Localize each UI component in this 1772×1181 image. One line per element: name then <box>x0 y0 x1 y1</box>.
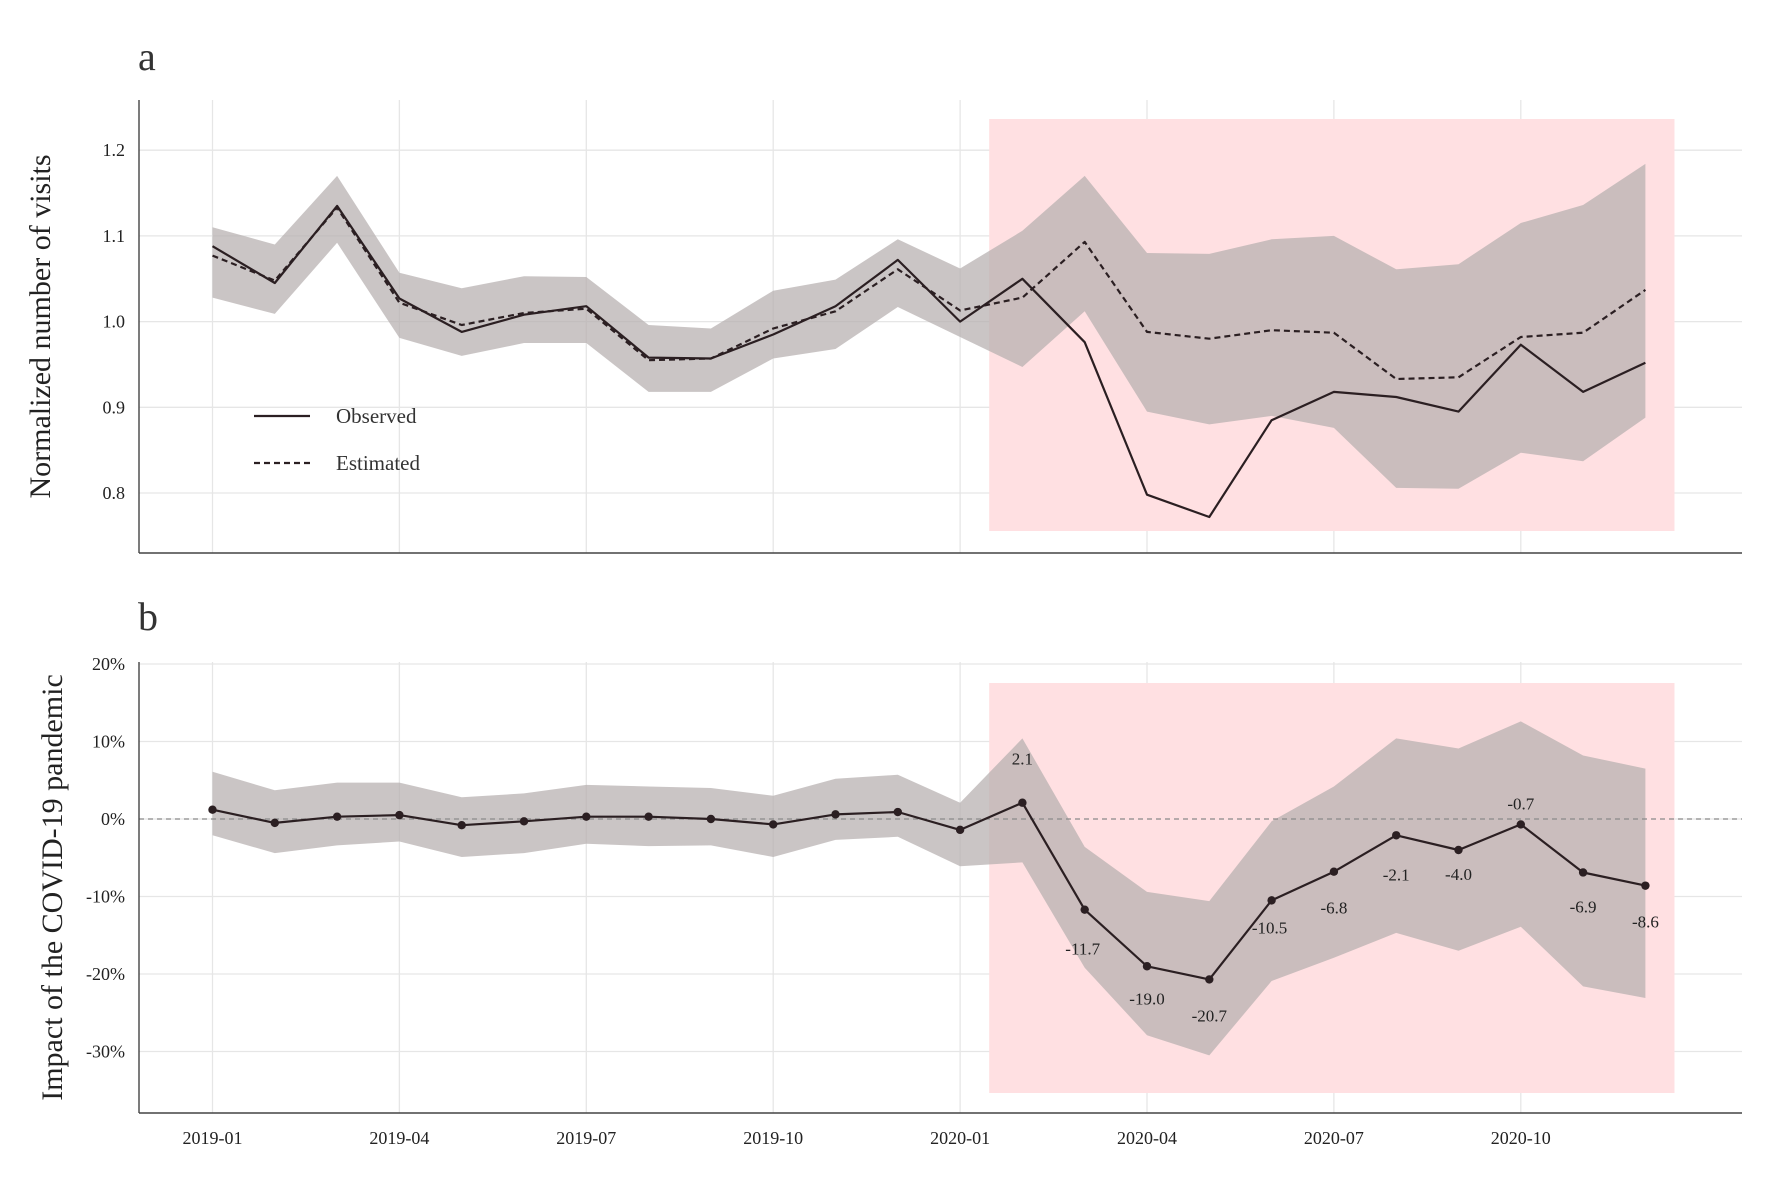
data-point <box>1454 845 1463 855</box>
data-point <box>519 817 529 826</box>
panel-label-a: a <box>138 34 156 79</box>
data-point <box>769 820 778 829</box>
data-point <box>831 810 840 819</box>
series-line-estimated <box>212 206 1647 381</box>
series-line-impact <box>212 801 1646 981</box>
data-point <box>1578 868 1588 877</box>
y-axis-title: Impact of the COVID-19 pandemic <box>36 674 69 1101</box>
data-label: -4.0 <box>1445 865 1472 884</box>
data-label: -8.6 <box>1632 913 1659 932</box>
data-point <box>1392 831 1401 840</box>
data-point <box>893 807 902 817</box>
y-tick-label: -30% <box>86 1042 125 1062</box>
confidence-band <box>212 163 1646 489</box>
data-label: -19.0 <box>1129 989 1164 1008</box>
data-point <box>706 814 716 824</box>
y-tick-label: -10% <box>86 887 125 907</box>
data-label: -2.1 <box>1383 865 1410 884</box>
series-line-observed <box>211 204 1646 519</box>
y-tick-label: 1.0 <box>103 312 126 332</box>
y-tick-label: 10% <box>92 732 125 752</box>
data-label: -11.7 <box>1065 940 1100 959</box>
data-point <box>1018 798 1027 807</box>
data-label: -0.7 <box>1507 794 1534 813</box>
y-tick-label: 0% <box>101 809 125 829</box>
data-label: 2.1 <box>1012 750 1033 769</box>
data-point <box>395 810 404 820</box>
x-tick-label: 2020-07 <box>1304 1128 1364 1148</box>
panel-label-b: b <box>138 594 158 639</box>
data-point <box>1267 896 1276 905</box>
panel-b: b -30% -20% -10% 0% 10% 20% Impact of the COVID… <box>36 594 1742 1148</box>
data-label: -6.8 <box>1320 899 1347 918</box>
data-point <box>208 805 217 814</box>
y-tick-label: 1.1 <box>103 226 126 246</box>
x-tick-label: 2019-01 <box>183 1128 243 1148</box>
x-tick-label: 2019-04 <box>369 1128 429 1148</box>
x-tick-label: 2020-04 <box>1117 1128 1177 1148</box>
data-label: -10.5 <box>1252 918 1287 937</box>
x-tick-label: 2020-01 <box>930 1128 990 1148</box>
data-label: -20.7 <box>1192 1006 1228 1025</box>
x-tick-label: 2019-10 <box>743 1128 803 1148</box>
data-point <box>1516 820 1526 829</box>
data-point <box>332 812 342 821</box>
data-point <box>644 812 653 821</box>
panel-a: a 0.8 0.9 1.0 1.1 1.2 Normalized number of vis… <box>24 34 1742 554</box>
data-point <box>582 812 591 821</box>
y-tick-label: 20% <box>92 654 125 674</box>
y-tick-label: 1.2 <box>103 140 126 160</box>
legend-label-observed: Observed <box>336 404 417 428</box>
x-tick-label: 2019-07 <box>556 1128 616 1148</box>
x-tick-label: 2020-10 <box>1491 1128 1551 1148</box>
confidence-band <box>212 721 1646 1056</box>
y-tick-label: 0.8 <box>103 483 126 503</box>
data-point <box>270 818 279 828</box>
data-point <box>1080 905 1089 914</box>
data-point <box>1205 975 1214 984</box>
legend-label-estimated: Estimated <box>336 451 420 475</box>
y-tick-label: -20% <box>86 964 125 984</box>
data-point <box>457 821 466 830</box>
data-point <box>1329 867 1339 876</box>
data-point <box>1142 962 1152 971</box>
y-tick-label: 0.9 <box>103 397 126 417</box>
y-axis-title: Normalized number of visits <box>24 154 57 498</box>
data-point <box>955 825 965 835</box>
data-point <box>1641 881 1650 890</box>
data-label: -6.9 <box>1570 897 1597 916</box>
